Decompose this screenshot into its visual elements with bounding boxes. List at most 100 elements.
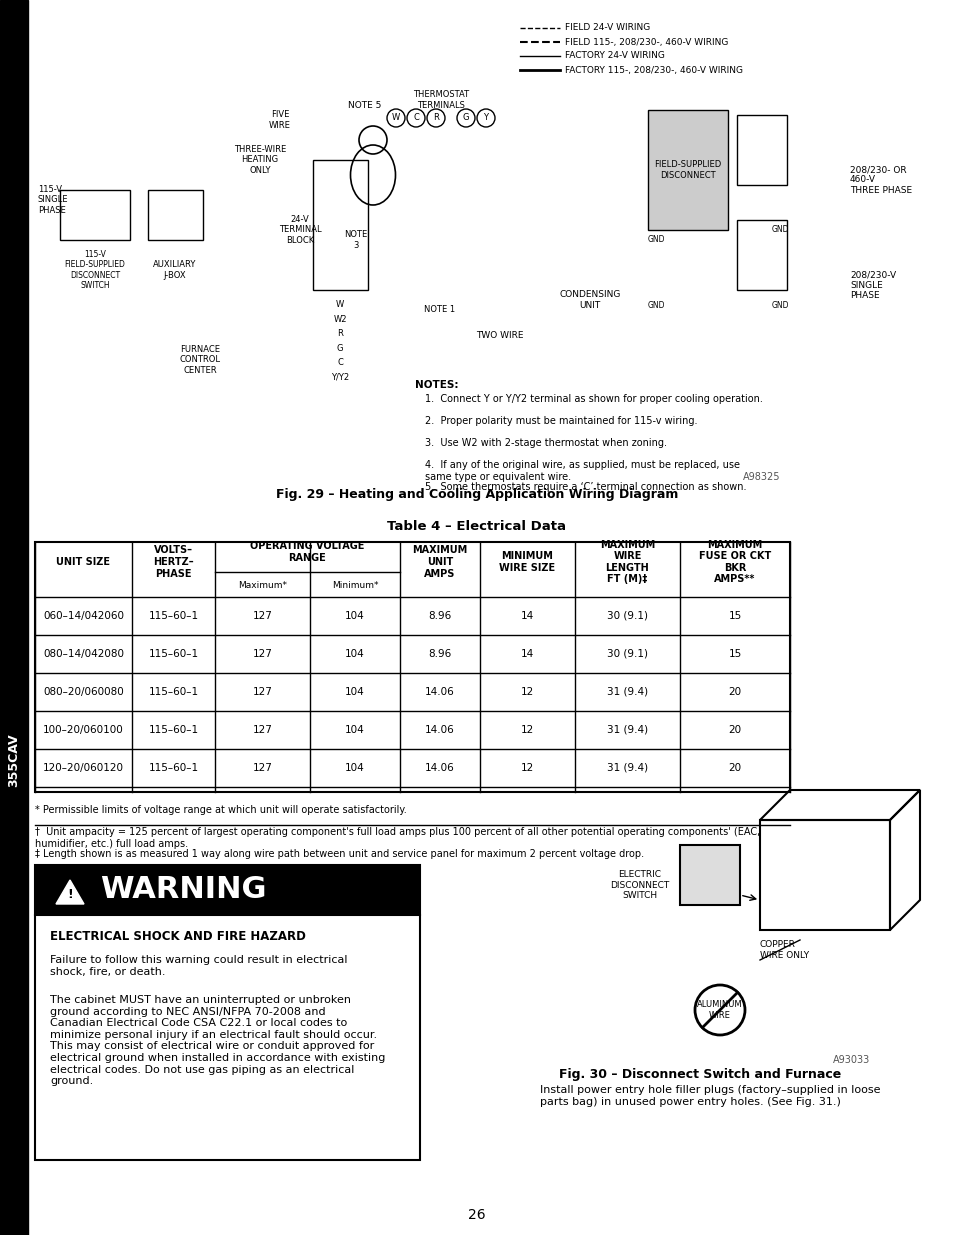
Text: FIELD-SUPPLIED
DISCONNECT: FIELD-SUPPLIED DISCONNECT <box>654 161 720 180</box>
Text: 3.  Use W2 with 2-stage thermostat when zoning.: 3. Use W2 with 2-stage thermostat when z… <box>424 438 666 448</box>
Bar <box>60 190 130 240</box>
Text: WARNING: WARNING <box>100 876 266 904</box>
Text: ELECTRIC
DISCONNECT
SWITCH: ELECTRIC DISCONNECT SWITCH <box>610 871 669 900</box>
Text: 080–14/042080: 080–14/042080 <box>43 650 124 659</box>
Text: 20: 20 <box>728 725 740 735</box>
Text: A93033: A93033 <box>832 1055 869 1065</box>
Text: MAXIMUM
WIRE
LENGTH
FT (M)‡: MAXIMUM WIRE LENGTH FT (M)‡ <box>599 540 655 584</box>
Bar <box>148 190 203 240</box>
Text: 14: 14 <box>520 611 534 621</box>
Text: 115–60–1: 115–60–1 <box>149 725 198 735</box>
Text: Fig. 30 – Disconnect Switch and Furnace: Fig. 30 – Disconnect Switch and Furnace <box>558 1068 841 1081</box>
Text: R: R <box>433 114 438 122</box>
Polygon shape <box>56 881 84 904</box>
Text: MAXIMUM
UNIT
AMPS: MAXIMUM UNIT AMPS <box>412 546 467 579</box>
Text: 127: 127 <box>253 611 273 621</box>
Text: 12: 12 <box>520 687 534 697</box>
Text: NOTE 5: NOTE 5 <box>348 100 381 110</box>
Text: CONDENSING
UNIT: CONDENSING UNIT <box>558 290 620 310</box>
Text: A98325: A98325 <box>741 472 780 482</box>
Text: †  Unit ampacity = 125 percent of largest operating component's full load amps p: † Unit ampacity = 125 percent of largest… <box>35 827 760 848</box>
Text: THREE-WIRE
HEATING
ONLY: THREE-WIRE HEATING ONLY <box>233 144 286 175</box>
Text: 080–20/060080: 080–20/060080 <box>43 687 124 697</box>
Text: ** Time–delay type is recommended.: ** Time–delay type is recommended. <box>35 871 215 881</box>
Text: 120–20/060120: 120–20/060120 <box>43 763 124 773</box>
Text: G: G <box>462 114 469 122</box>
Text: MAXIMUM
FUSE OR CKT
BKR
AMPS**: MAXIMUM FUSE OR CKT BKR AMPS** <box>699 540 770 584</box>
Text: 24-V
TERMINAL
BLOCK: 24-V TERMINAL BLOCK <box>278 215 321 245</box>
Bar <box>647 110 727 230</box>
Text: The cabinet MUST have an uninterrupted or unbroken
ground according to NEC ANSI/: The cabinet MUST have an uninterrupted o… <box>50 995 385 1087</box>
Text: !: ! <box>67 888 72 900</box>
Text: 4.  If any of the original wire, as supplied, must be replaced, use
same type or: 4. If any of the original wire, as suppl… <box>424 459 740 482</box>
Text: FACTORY 115-, 208/230-, 460-V WIRING: FACTORY 115-, 208/230-, 460-V WIRING <box>564 65 742 74</box>
Text: 355CAV: 355CAV <box>8 734 20 787</box>
Text: 20: 20 <box>728 763 740 773</box>
Text: 14.06: 14.06 <box>425 687 455 697</box>
Text: Fig. 29 – Heating and Cooling Application Wiring Diagram: Fig. 29 – Heating and Cooling Applicatio… <box>275 488 678 501</box>
Text: 12: 12 <box>520 763 534 773</box>
Text: NOTE 1: NOTE 1 <box>424 305 456 315</box>
Text: 104: 104 <box>345 687 364 697</box>
Text: 14.06: 14.06 <box>425 763 455 773</box>
Text: 31 (9.4): 31 (9.4) <box>606 687 647 697</box>
Text: GND: GND <box>646 300 664 310</box>
Text: Maximum*: Maximum* <box>237 580 287 589</box>
Text: 115–60–1: 115–60–1 <box>149 763 198 773</box>
Bar <box>35 915 419 1160</box>
Text: AUXILIARY
J-BOX: AUXILIARY J-BOX <box>153 261 196 279</box>
Text: 127: 127 <box>253 650 273 659</box>
Text: 127: 127 <box>253 687 273 697</box>
Text: COPPER
WIRE ONLY: COPPER WIRE ONLY <box>760 940 808 960</box>
Bar <box>679 845 740 905</box>
Bar <box>737 115 786 185</box>
Bar <box>313 161 368 290</box>
Text: FACTORY 24-V WIRING: FACTORY 24-V WIRING <box>564 52 664 61</box>
Text: 060–14/042060: 060–14/042060 <box>43 611 124 621</box>
Text: 30 (9.1): 30 (9.1) <box>606 650 647 659</box>
Bar <box>760 820 889 930</box>
Text: ELECTRICAL SHOCK AND FIRE HAZARD: ELECTRICAL SHOCK AND FIRE HAZARD <box>50 930 306 944</box>
Text: 127: 127 <box>253 725 273 735</box>
Text: 31 (9.4): 31 (9.4) <box>606 763 647 773</box>
Text: 14.06: 14.06 <box>425 725 455 735</box>
Text: 30 (9.1): 30 (9.1) <box>606 611 647 621</box>
Text: NOTE
3: NOTE 3 <box>344 230 367 249</box>
Text: Failure to follow this warning could result in electrical
shock, fire, or death.: Failure to follow this warning could res… <box>50 955 347 977</box>
Text: 2.  Proper polarity must be maintained for 115-v wiring.: 2. Proper polarity must be maintained fo… <box>424 416 697 426</box>
Text: Table 4 – Electrical Data: Table 4 – Electrical Data <box>387 520 566 534</box>
Text: W: W <box>392 114 399 122</box>
Text: C: C <box>413 114 418 122</box>
Text: 208/230- OR
460-V
THREE PHASE: 208/230- OR 460-V THREE PHASE <box>849 165 911 195</box>
Bar <box>35 864 419 915</box>
Text: 104: 104 <box>345 763 364 773</box>
Text: THERMOSTAT
TERMINALS: THERMOSTAT TERMINALS <box>413 90 469 110</box>
Text: Y: Y <box>483 114 488 122</box>
Text: 20: 20 <box>728 687 740 697</box>
Text: TWO WIRE: TWO WIRE <box>476 331 523 340</box>
Text: OPERATING VOLTAGE
RANGE: OPERATING VOLTAGE RANGE <box>250 541 364 563</box>
Text: 115–60–1: 115–60–1 <box>149 611 198 621</box>
Text: GND: GND <box>770 226 788 235</box>
Text: 104: 104 <box>345 650 364 659</box>
Text: 8.96: 8.96 <box>428 611 451 621</box>
Text: Minimum*: Minimum* <box>332 580 377 589</box>
Text: FIVE
WIRE: FIVE WIRE <box>269 110 291 130</box>
Text: VOLTS–
HERTZ–
PHASE: VOLTS– HERTZ– PHASE <box>153 546 193 579</box>
Text: 104: 104 <box>345 611 364 621</box>
Text: 115-V
FIELD-SUPPLIED
DISCONNECT
SWITCH: 115-V FIELD-SUPPLIED DISCONNECT SWITCH <box>65 249 125 290</box>
Text: W
W2
R
G
C
Y/Y2: W W2 R G C Y/Y2 <box>331 300 349 382</box>
Text: 5.  Some thermostats require a ‘C’ terminal connection as shown.: 5. Some thermostats require a ‘C’ termin… <box>424 482 745 492</box>
Text: GND: GND <box>646 236 664 245</box>
Text: 208/230-V
SINGLE
PHASE: 208/230-V SINGLE PHASE <box>849 270 895 300</box>
Text: 8.96: 8.96 <box>428 650 451 659</box>
Text: FIELD 24-V WIRING: FIELD 24-V WIRING <box>564 23 650 32</box>
Bar <box>35 542 789 792</box>
Text: 104: 104 <box>345 725 364 735</box>
Text: ‡ Length shown is as measured 1 way along wire path between unit and service pan: ‡ Length shown is as measured 1 way alon… <box>35 848 643 860</box>
Text: 31 (9.4): 31 (9.4) <box>606 725 647 735</box>
Text: ALUMINUM
WIRE: ALUMINUM WIRE <box>697 1000 742 1020</box>
Text: 14: 14 <box>520 650 534 659</box>
Text: FIELD 115-, 208/230-, 460-V WIRING: FIELD 115-, 208/230-, 460-V WIRING <box>564 37 727 47</box>
Text: 15: 15 <box>727 650 740 659</box>
